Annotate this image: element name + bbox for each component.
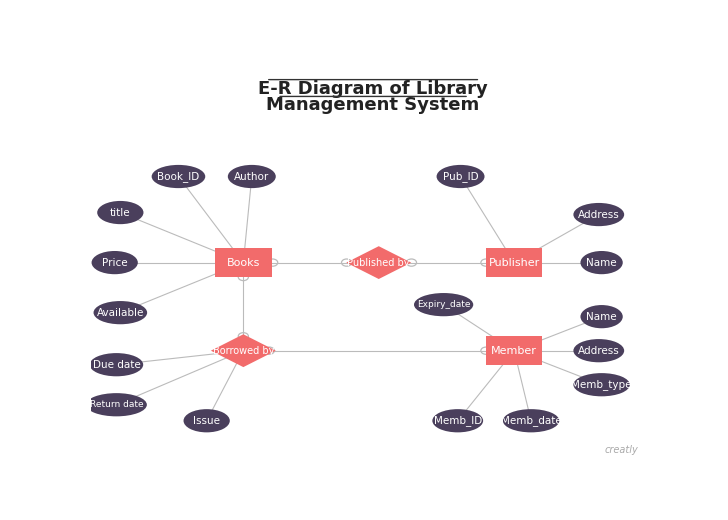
Ellipse shape bbox=[432, 409, 483, 432]
FancyBboxPatch shape bbox=[215, 248, 272, 277]
Text: Address: Address bbox=[578, 210, 620, 219]
Ellipse shape bbox=[503, 409, 559, 432]
Ellipse shape bbox=[183, 409, 230, 432]
FancyBboxPatch shape bbox=[486, 248, 542, 277]
Ellipse shape bbox=[580, 305, 622, 328]
Text: Member: Member bbox=[491, 346, 537, 356]
Text: Borrowed by: Borrowed by bbox=[213, 346, 274, 356]
Text: Author: Author bbox=[234, 172, 269, 181]
Polygon shape bbox=[347, 246, 411, 279]
Text: Published by: Published by bbox=[347, 257, 410, 268]
Text: Management System: Management System bbox=[266, 96, 480, 114]
Ellipse shape bbox=[86, 393, 147, 417]
Text: Issue: Issue bbox=[193, 416, 220, 426]
Text: Name: Name bbox=[586, 311, 617, 322]
Text: title: title bbox=[110, 207, 130, 217]
Ellipse shape bbox=[437, 165, 485, 188]
Text: Memb_type: Memb_type bbox=[571, 379, 632, 390]
Text: Address: Address bbox=[578, 346, 620, 356]
Text: Expiry_date: Expiry_date bbox=[417, 300, 470, 309]
Ellipse shape bbox=[98, 201, 143, 224]
Ellipse shape bbox=[151, 165, 205, 188]
Ellipse shape bbox=[580, 251, 622, 274]
Ellipse shape bbox=[574, 373, 630, 396]
Ellipse shape bbox=[414, 293, 473, 316]
Text: Return date: Return date bbox=[90, 400, 143, 409]
Text: E-R Diagram of Library: E-R Diagram of Library bbox=[258, 81, 488, 98]
FancyBboxPatch shape bbox=[486, 336, 542, 365]
Text: creatly: creatly bbox=[604, 445, 638, 455]
Text: Books: Books bbox=[226, 257, 260, 268]
Text: Due date: Due date bbox=[92, 360, 141, 370]
Ellipse shape bbox=[93, 301, 147, 324]
Text: Pub_ID: Pub_ID bbox=[443, 171, 478, 182]
Text: Price: Price bbox=[102, 257, 127, 268]
Ellipse shape bbox=[90, 353, 143, 376]
Text: Book_ID: Book_ID bbox=[157, 171, 199, 182]
Ellipse shape bbox=[574, 203, 624, 226]
Text: Available: Available bbox=[97, 308, 144, 318]
Text: Publisher: Publisher bbox=[488, 257, 539, 268]
Text: Name: Name bbox=[586, 257, 617, 268]
Text: Memb_date: Memb_date bbox=[501, 415, 561, 426]
Ellipse shape bbox=[574, 339, 624, 362]
Ellipse shape bbox=[92, 251, 138, 274]
Text: Memb_ID: Memb_ID bbox=[434, 415, 482, 426]
Ellipse shape bbox=[228, 165, 276, 188]
Polygon shape bbox=[211, 334, 276, 367]
